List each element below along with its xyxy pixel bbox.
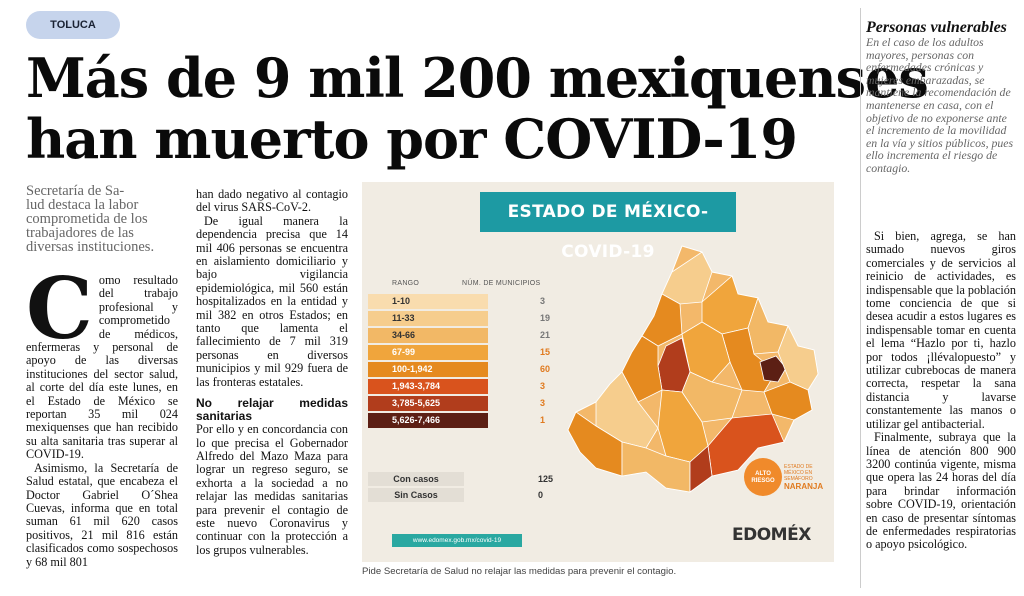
edomex-logo: EDOMÉX <box>732 525 811 545</box>
map-region <box>689 445 713 493</box>
covid-infographic: ESTADO DE MÉXICO-COVID-19 RANGO NÚM. DE … <box>362 182 834 562</box>
section-tag: TOLUCA <box>26 11 120 39</box>
no-cases-count: 0 <box>538 490 544 500</box>
subhead: Secretaría de Sa- lud destaca la labor c… <box>26 183 174 255</box>
semaforo-line-1: ESTADO DE MÉXICO EN SEMÁFORO <box>784 464 813 482</box>
range-row: 5,626-7,466 1 <box>368 413 553 428</box>
range-count: 19 <box>540 313 551 323</box>
cases-row: Con casos 125 <box>368 472 553 486</box>
state-map <box>567 245 819 493</box>
map-region <box>777 325 819 391</box>
range-label: 1-10 <box>368 294 488 309</box>
section-subtitle: No relajar medidas sanitarias <box>196 396 348 424</box>
range-count: 3 <box>540 381 546 391</box>
subhead-line: diversas instituciones. <box>26 239 155 255</box>
range-count: 60 <box>540 364 551 374</box>
subhead-line: lud destaca la labor <box>26 197 139 213</box>
map-region <box>759 355 787 383</box>
map-region <box>621 335 663 403</box>
sidebar-title: Personas vulnerables <box>866 19 1007 36</box>
cases-label: Con casos <box>368 472 464 486</box>
range-row: 1,943-3,784 3 <box>368 379 553 394</box>
no-cases-label: Sin Casos <box>368 488 464 502</box>
article-column-3: Si bien, agrega, se han sumado nuevos gi… <box>866 229 1016 552</box>
info-url: www.edomex.gob.mx/covid-19 <box>392 534 522 547</box>
cases-count: 125 <box>538 474 554 484</box>
sidebar-body: En el caso de los adultos mayores, perso… <box>866 35 1014 175</box>
column-divider <box>860 8 861 588</box>
range-count: 3 <box>540 296 546 306</box>
range-count: 15 <box>540 347 551 357</box>
image-caption: Pide Secretaría de Salud no relajar las … <box>362 566 677 577</box>
map-region <box>621 441 691 493</box>
article-paragraph: han dado negativo al contagio del virus … <box>196 187 348 215</box>
no-cases-row: Sin Casos 0 <box>368 488 553 502</box>
range-row: 67-99 15 <box>368 345 553 360</box>
range-count: 3 <box>540 398 546 408</box>
subhead-line: comprometida de los <box>26 211 148 227</box>
range-row: 3,785-5,625 3 <box>368 396 553 411</box>
semaforo-line-2: NARANJA <box>784 482 824 491</box>
range-label: 67-99 <box>368 345 488 360</box>
headline-line-2: han muerto por COVID-19 <box>26 107 798 171</box>
range-row: 34-66 21 <box>368 328 553 343</box>
article-paragraph: Asimismo, la Secretaría de Salud estatal… <box>26 460 178 569</box>
range-row: 100-1,942 60 <box>368 362 553 377</box>
headline: Más de 9 mil 200 mexiquenses han muerto … <box>26 46 929 171</box>
subhead-line: Secretaría de Sa- <box>26 183 125 199</box>
range-label: 3,785-5,625 <box>368 396 488 411</box>
sidebar-box: Personas vulnerables En el caso de los a… <box>866 20 1016 175</box>
range-header: RANGO <box>392 280 420 287</box>
semaforo-label: ESTADO DE MÉXICO EN SEMÁFORO NARANJA <box>784 464 826 491</box>
article-paragraph: Si bien, agrega, se han sumado nuevos gi… <box>866 229 1016 431</box>
article-paragraph: Por ello y en concordancia con lo que pr… <box>196 422 348 557</box>
risk-badge: ALTO RIESGO <box>744 458 782 496</box>
drop-cap: C <box>26 259 93 358</box>
range-row: 1-10 3 <box>368 294 553 309</box>
infographic-title: ESTADO DE MÉXICO-COVID-19 <box>480 192 736 262</box>
article-paragraph: Finalmente, subraya que la línea de aten… <box>866 430 1016 552</box>
article-paragraph: De igual manera la dependencia precisa q… <box>196 213 348 389</box>
range-count: 21 <box>540 330 551 340</box>
range-label: 34-66 <box>368 328 488 343</box>
range-label: 100-1,942 <box>368 362 488 377</box>
subhead-line: trabajadores de las <box>26 225 134 241</box>
range-row: 11-33 19 <box>368 311 553 326</box>
headline-line-1: Más de 9 mil 200 mexiquenses <box>26 46 929 110</box>
paragraph-text: omo resultado del trabajo profesional y … <box>26 273 178 462</box>
article-column-2: han dado negativo al contagio del virus … <box>196 187 348 557</box>
range-label: 5,626-7,466 <box>368 413 488 428</box>
range-label: 11-33 <box>368 311 488 326</box>
range-label: 1,943-3,784 <box>368 379 488 394</box>
range-count: 1 <box>540 415 546 425</box>
municipalities-header: NÚM. DE MUNICIPIOS <box>462 280 541 287</box>
